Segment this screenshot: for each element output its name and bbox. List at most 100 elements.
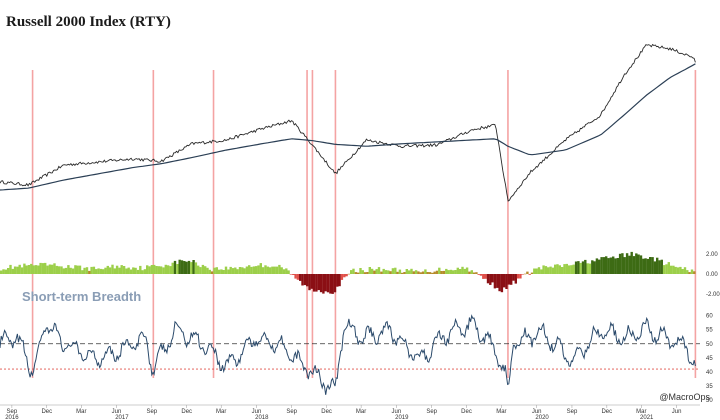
momentum-bar <box>435 270 439 274</box>
momentum-bar <box>521 274 524 275</box>
momentum-bar <box>486 274 490 284</box>
momentum-y-axis: 2.00 0.00 -2.00 <box>706 252 720 298</box>
momentum-bar <box>683 267 687 274</box>
momentum-bar <box>472 272 476 274</box>
momentum-bar <box>178 259 181 274</box>
breadth-y-tick-label: 60 <box>706 314 713 320</box>
momentum-bar <box>602 257 606 274</box>
momentum-bar <box>674 266 677 274</box>
x-tick-label: Sep <box>7 409 18 415</box>
momentum-bar <box>470 270 473 274</box>
momentum-bar <box>331 274 334 294</box>
x-tick-label: Jun <box>392 409 402 415</box>
momentum-bar <box>456 267 459 274</box>
x-year-label: 2019 <box>395 415 409 420</box>
momentum-bar <box>129 269 133 274</box>
x-tick-label: Dec <box>181 409 192 415</box>
x-tick-label: Dec <box>321 409 332 415</box>
momentum-bar <box>639 255 643 274</box>
momentum-bar <box>375 269 378 274</box>
momentum-bar <box>95 269 98 274</box>
momentum-bar <box>285 268 288 274</box>
breadth-series-line <box>0 314 696 395</box>
momentum-bar <box>363 272 367 274</box>
momentum-bar <box>570 265 573 274</box>
momentum-bar <box>250 266 253 274</box>
momentum-bar <box>637 254 640 274</box>
momentum-bar <box>74 265 77 274</box>
momentum-bar <box>210 271 214 274</box>
momentum-bar <box>632 256 636 274</box>
momentum-bar <box>268 267 272 274</box>
momentum-bar <box>280 267 283 274</box>
momentum-bar <box>113 268 116 274</box>
momentum-bar <box>194 262 198 274</box>
momentum-bar <box>299 274 302 281</box>
momentum-bar <box>359 268 362 274</box>
momentum-bar <box>628 255 631 274</box>
momentum-bar <box>275 266 279 274</box>
price-panel <box>0 43 696 202</box>
momentum-bar <box>11 268 14 274</box>
momentum-bar <box>64 267 68 274</box>
momentum-bar <box>572 264 575 274</box>
momentum-bar <box>261 267 265 274</box>
momentum-bar <box>537 267 541 274</box>
momentum-bar <box>143 269 147 274</box>
momentum-bar <box>317 274 320 291</box>
breadth-y-tick-label: 30 <box>706 398 713 404</box>
momentum-bar <box>132 267 135 274</box>
momentum-bar <box>507 274 510 285</box>
momentum-bar <box>500 274 504 293</box>
momentum-bar <box>185 261 188 274</box>
momentum-bar <box>605 256 608 274</box>
momentum-bar <box>23 263 26 274</box>
momentum-bar <box>85 267 89 274</box>
momentum-bar <box>55 265 58 274</box>
momentum-bar <box>315 274 318 292</box>
momentum-y-tick-label: 2.00 <box>706 252 718 258</box>
momentum-bar <box>345 274 348 277</box>
momentum-bar <box>146 265 149 274</box>
momentum-bar <box>197 265 200 274</box>
momentum-bar <box>514 274 517 284</box>
momentum-bar <box>693 271 696 274</box>
momentum-bar <box>282 269 286 274</box>
x-year-label: 2016 <box>5 415 19 420</box>
momentum-bar <box>449 269 453 274</box>
momentum-bar <box>463 268 466 274</box>
momentum-bar <box>310 274 313 289</box>
x-tick-label: Mar <box>636 409 646 415</box>
momentum-bar <box>173 260 177 274</box>
momentum-bar <box>533 268 536 274</box>
momentum-bar <box>39 262 42 274</box>
momentum-bar <box>141 270 144 274</box>
momentum-bar <box>266 266 269 274</box>
momentum-bar <box>361 270 364 274</box>
momentum-bar <box>245 266 249 274</box>
momentum-bar <box>224 266 228 274</box>
chart-title: Russell 2000 Index (RTY) <box>6 14 171 30</box>
momentum-bar <box>183 261 186 274</box>
momentum-bar <box>215 267 218 274</box>
momentum-bar <box>672 265 675 274</box>
momentum-bar <box>679 266 682 274</box>
breadth-panel: Short-term Breadth 60 55 50 45 40 35 30 <box>0 289 713 404</box>
momentum-bar <box>350 270 353 274</box>
momentum-bar <box>579 262 582 274</box>
momentum-bar <box>120 265 123 274</box>
momentum-bar <box>20 267 24 274</box>
momentum-bar <box>642 258 645 274</box>
momentum-bar <box>370 268 374 274</box>
momentum-bar <box>614 258 617 274</box>
momentum-bar <box>97 268 100 274</box>
momentum-bar <box>259 263 262 274</box>
momentum-bar <box>635 253 638 274</box>
momentum-bar <box>150 265 154 274</box>
momentum-bar <box>384 270 388 274</box>
momentum-bar <box>162 267 165 274</box>
momentum-bar <box>229 266 232 274</box>
momentum-bar <box>618 253 622 274</box>
momentum-bar <box>625 253 629 274</box>
price-series-line <box>0 43 696 202</box>
